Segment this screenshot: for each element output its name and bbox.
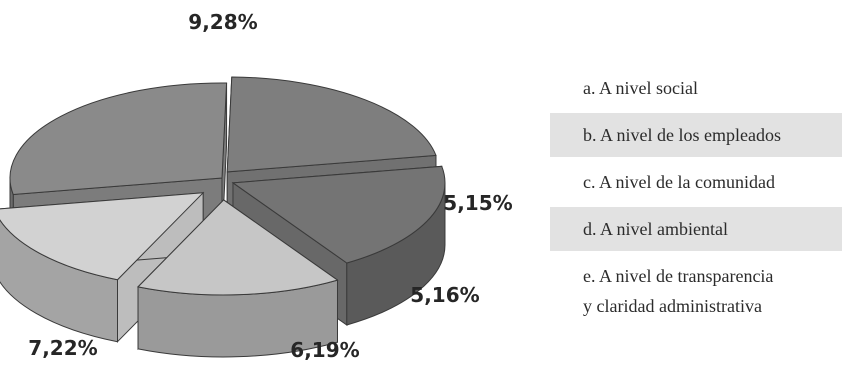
legend-item-a-nivel-de-transparencia-y-claridad-administrativa: e. A nivel de transparencia y claridad ad… [550,255,842,339]
slice-a-nivel-de-la-comunidad [231,165,446,264]
legend-text: d. A nivel ambiental [583,219,728,239]
legend-text: e. A nivel de transparencia [583,266,773,286]
pct-label-a-nivel-de-los-empleados: 7,22% [28,336,97,360]
slice-a-nivel-ambiental [137,199,339,296]
slice-a-nivel-de-transparencia-y-claridad-administrativa [0,192,205,281]
pct-label-a-nivel-ambiental: 5,16% [410,283,479,307]
legend-item-a-nivel-social: a. A nivel social [550,66,842,110]
legend-row-bg [550,255,842,339]
pie-slices [0,76,446,358]
legend-text: c. A nivel de la comunidad [583,172,775,192]
legend-text: a. A nivel social [583,78,698,98]
pct-label-a-nivel-de-transparencia-y-claridad-administrativa: 5,15% [443,191,512,215]
percentage-labels: 9,28% 7,22% 6,19% 5,16% 5,15% [28,10,512,362]
pct-label-a-nivel-social: 9,28% [188,10,257,34]
legend-item-a-nivel-de-la-comunidad: c. A nivel de la comunidad [550,160,842,204]
slice-a-nivel-de-los-empleados [226,76,437,173]
legend-item-a-nivel-de-los-empleados: b. A nivel de los empleados [550,113,842,157]
legend-row-bg [550,160,842,204]
legend-row-bg [550,66,842,110]
legend: a. A nivel social b. A nivel de los emple… [550,66,842,339]
legend-text: y claridad administrativa [583,296,762,316]
pct-label-a-nivel-de-la-comunidad: 6,19% [290,338,359,362]
slice-a-nivel-social [9,82,228,196]
legend-row-bg [550,113,842,157]
legend-text: b. A nivel de los empleados [583,125,781,145]
legend-item-a-nivel-ambiental: d. A nivel ambiental [550,207,842,251]
legend-row-bg [550,207,842,251]
